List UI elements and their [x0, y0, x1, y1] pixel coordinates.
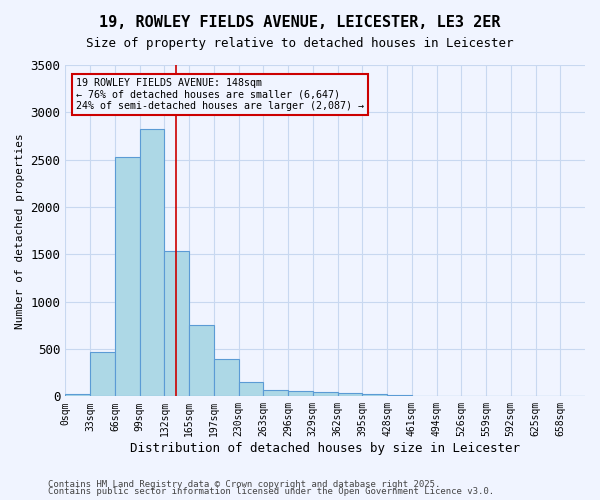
Bar — [90, 352, 115, 397]
Bar — [164, 252, 189, 396]
Text: 19 ROWLEY FIELDS AVENUE: 148sqm
← 76% of detached houses are smaller (6,647)
24%: 19 ROWLEY FIELDS AVENUE: 148sqm ← 76% of… — [76, 78, 364, 112]
Bar — [189, 326, 214, 396]
Bar — [288, 391, 313, 396]
Bar — [362, 394, 387, 396]
Bar — [239, 382, 263, 396]
Bar — [263, 390, 288, 396]
Bar — [140, 130, 164, 396]
Text: Size of property relative to detached houses in Leicester: Size of property relative to detached ho… — [86, 38, 514, 51]
Text: Contains public sector information licensed under the Open Government Licence v3: Contains public sector information licen… — [48, 488, 494, 496]
X-axis label: Distribution of detached houses by size in Leicester: Distribution of detached houses by size … — [130, 442, 520, 455]
Bar — [115, 157, 140, 396]
Bar — [313, 392, 338, 396]
Text: 19, ROWLEY FIELDS AVENUE, LEICESTER, LE3 2ER: 19, ROWLEY FIELDS AVENUE, LEICESTER, LE3… — [99, 15, 501, 30]
Bar — [338, 394, 362, 396]
Bar — [65, 394, 90, 396]
Y-axis label: Number of detached properties: Number of detached properties — [15, 133, 25, 328]
Bar — [387, 395, 412, 396]
Text: Contains HM Land Registry data © Crown copyright and database right 2025.: Contains HM Land Registry data © Crown c… — [48, 480, 440, 489]
Bar — [214, 360, 239, 397]
